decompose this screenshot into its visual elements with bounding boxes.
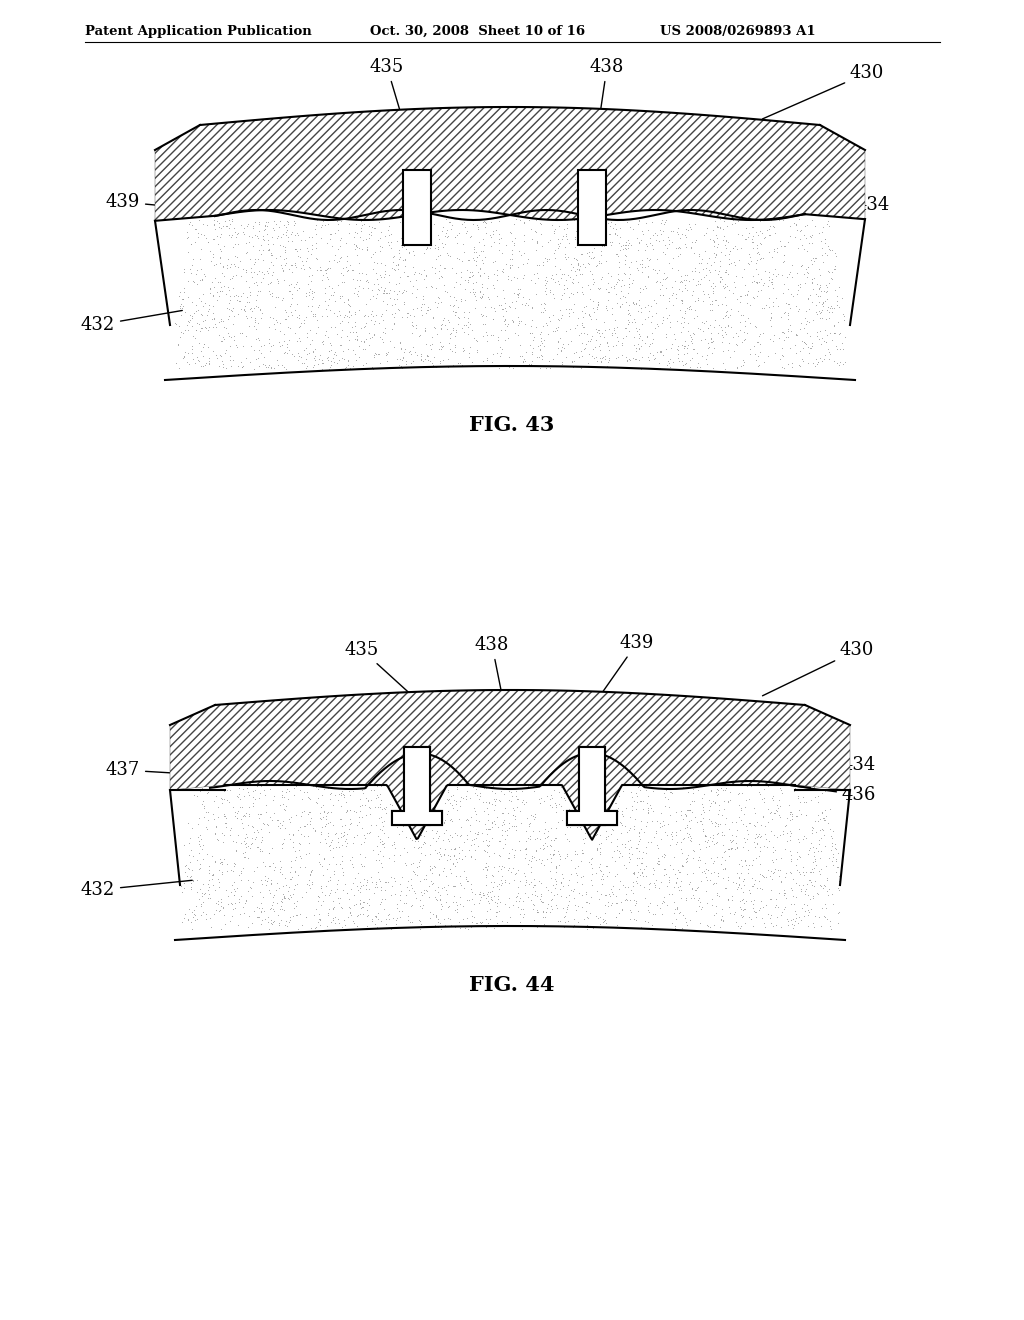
Text: 437: 437: [105, 762, 238, 779]
Text: 430: 430: [763, 63, 885, 119]
Text: FIG. 44: FIG. 44: [469, 975, 555, 995]
Bar: [424, 747, 430, 825]
Text: 430: 430: [763, 642, 874, 696]
Bar: [404, 747, 410, 825]
Text: Patent Application Publication: Patent Application Publication: [85, 25, 311, 38]
Text: 436: 436: [733, 777, 877, 804]
Text: 432: 432: [81, 880, 193, 899]
Polygon shape: [567, 747, 617, 825]
Text: 438: 438: [590, 58, 625, 165]
Bar: [567, 810, 617, 825]
Text: FIG. 43: FIG. 43: [469, 414, 555, 436]
Text: US 2008/0269893 A1: US 2008/0269893 A1: [660, 25, 816, 38]
Text: 434: 434: [793, 756, 877, 783]
Text: Oct. 30, 2008  Sheet 10 of 16: Oct. 30, 2008 Sheet 10 of 16: [370, 25, 585, 38]
Polygon shape: [155, 107, 865, 220]
Bar: [578, 170, 606, 246]
Bar: [599, 747, 605, 825]
Bar: [579, 747, 585, 825]
Bar: [392, 810, 442, 825]
Text: 435: 435: [345, 642, 415, 698]
Polygon shape: [170, 690, 850, 840]
Polygon shape: [392, 747, 442, 825]
Text: 439: 439: [105, 193, 227, 211]
Text: 439: 439: [599, 634, 654, 698]
Bar: [403, 170, 431, 246]
Text: 438: 438: [475, 636, 509, 692]
Text: 435: 435: [370, 58, 416, 165]
Text: 432: 432: [81, 310, 182, 334]
Text: 434: 434: [793, 195, 889, 214]
